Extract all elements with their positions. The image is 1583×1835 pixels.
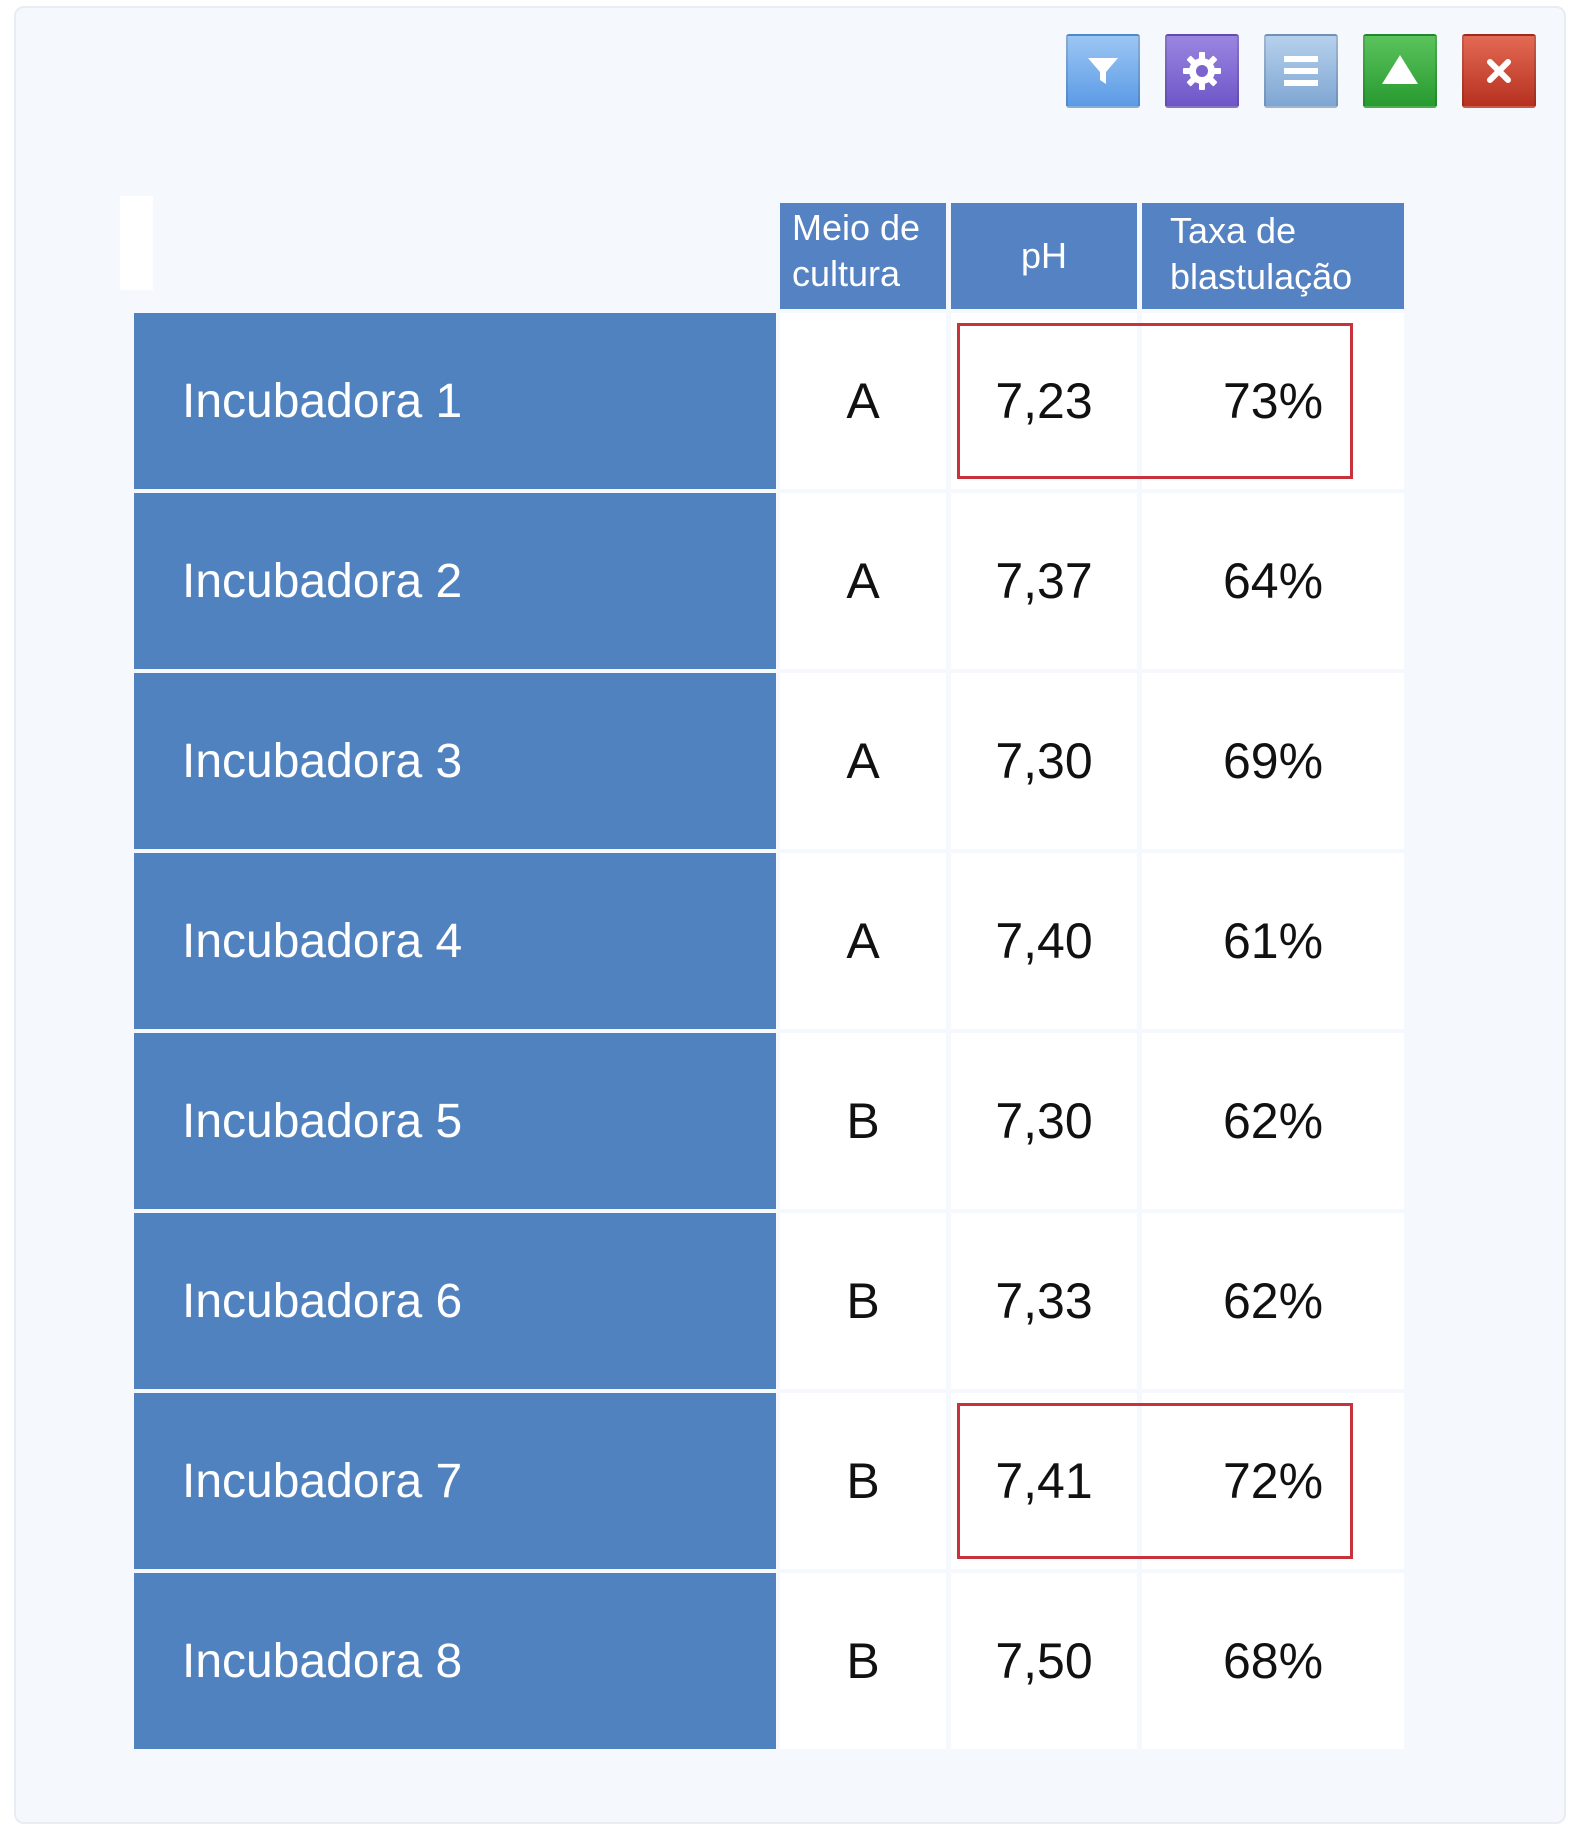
highlight-box [957,323,1353,479]
cell-taxa: 73% [1142,313,1404,489]
filter-icon [1088,58,1118,84]
cell-ph: 7,23 [951,313,1137,489]
row-label: Incubadora 3 [134,673,776,849]
cell-taxa: 62% [1142,1213,1404,1389]
cell-meio: B [780,1393,946,1569]
gear-icon [1183,52,1221,90]
cell-taxa: 61% [1142,853,1404,1029]
close-button[interactable] [1462,34,1536,108]
cell-meio: A [780,493,946,669]
row-label: Incubadora 4 [134,853,776,1029]
cell-meio: A [780,313,946,489]
column-header-meio: Meio de cultura [780,203,946,309]
header-text: pH [1020,235,1068,276]
cell-meio: B [780,1213,946,1389]
triangle-up-icon [1382,55,1418,84]
column-header-taxa: Taxa de blastulação [1142,203,1404,309]
collapse-button[interactable] [1363,34,1437,108]
column-header-ph: pH [951,203,1137,309]
cell-ph: 7,30 [951,673,1137,849]
cell-taxa: 68% [1142,1573,1404,1749]
table-row: Incubadora 4 A 7,40 61% [134,853,1404,1033]
cell-meio: B [780,1573,946,1749]
cell-ph: 7,50 [951,1573,1137,1749]
highlight-box [957,1403,1353,1559]
cell-taxa: 62% [1142,1033,1404,1209]
header-text: Meio de [792,207,921,248]
table-row: Incubadora 3 A 7,30 69% [134,673,1404,853]
row-label: Incubadora 5 [134,1033,776,1209]
header-text: cultura [792,253,901,294]
toolbar [1066,34,1536,108]
menu-icon [1284,56,1318,86]
filter-button[interactable] [1066,34,1140,108]
table-row: Incubadora 8 B 7,50 68% [134,1573,1404,1753]
settings-button[interactable] [1165,34,1239,108]
cell-taxa: 72% [1142,1393,1404,1569]
header-spacer [120,196,153,290]
row-label: Incubadora 1 [134,313,776,489]
cell-meio: A [780,853,946,1029]
cell-ph: 7,37 [951,493,1137,669]
row-label: Incubadora 7 [134,1393,776,1569]
cell-meio: B [780,1033,946,1209]
row-label: Incubadora 6 [134,1213,776,1389]
row-label: Incubadora 8 [134,1573,776,1749]
cell-ph: 7,33 [951,1213,1137,1389]
cell-taxa: 69% [1142,673,1404,849]
table-row: Incubadora 1 A 7,23 73% [134,313,1404,493]
header-text: blastulação [1170,256,1353,297]
table-row: Incubadora 5 B 7,30 62% [134,1033,1404,1213]
close-icon [1487,59,1511,83]
cell-taxa: 64% [1142,493,1404,669]
table-row: Incubadora 7 B 7,41 72% [134,1393,1404,1573]
header-text: Taxa de [1170,210,1297,251]
table-header: Meio de cultura pH Taxa de blastulação [780,203,1404,309]
table-row: Incubadora 6 B 7,33 62% [134,1213,1404,1393]
cell-meio: A [780,673,946,849]
table-row: Incubadora 2 A 7,37 64% [134,493,1404,673]
cell-ph: 7,30 [951,1033,1137,1209]
cell-ph: 7,40 [951,853,1137,1029]
menu-button[interactable] [1264,34,1338,108]
row-label: Incubadora 2 [134,493,776,669]
cell-ph: 7,41 [951,1393,1137,1569]
incubator-table: Incubadora 1 A 7,23 73% Incubadora 2 A 7,37 64%… [134,313,1404,1753]
